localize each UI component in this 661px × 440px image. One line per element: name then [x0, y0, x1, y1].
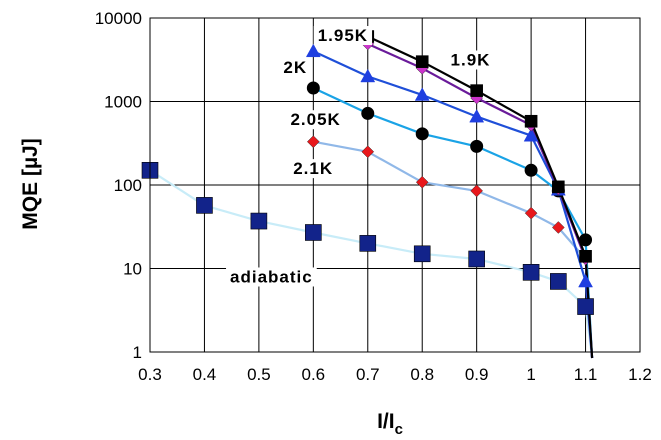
marker-2.05K-3: [470, 139, 484, 153]
grid-lines: [149, 17, 641, 353]
marker-adiabatic-3: [305, 224, 322, 241]
annotation-bg: [446, 50, 495, 70]
y-axis-label: MQE [µJ]: [19, 138, 42, 229]
annotation-2K: 2K: [279, 57, 312, 77]
x-tick-label-1: 0.4: [193, 365, 217, 384]
y-tick-label-3: 1000: [104, 93, 142, 112]
plot-area-frame: [149, 17, 641, 353]
x-tick-label-6: 0.9: [465, 365, 489, 384]
marker-1.9K-2: [470, 84, 483, 97]
marker-2.05K-4: [524, 163, 538, 177]
annotation-label: 2.1K: [293, 159, 333, 178]
annotation-label: 2.05K: [290, 110, 340, 129]
x-axis-label: I/Ic: [377, 410, 403, 438]
marker-1.9K-4: [552, 180, 565, 194]
marker-2K-4: [523, 128, 539, 142]
marker-2K-6: [578, 273, 593, 288]
x-tick-label-4: 0.7: [356, 365, 380, 384]
marker-adiabatic-7: [522, 264, 540, 281]
marker-adiabatic-6: [468, 250, 485, 268]
x-tick-label-0: 0.3: [138, 365, 162, 384]
y-tick-label-4: 10000: [95, 9, 142, 28]
marker-1.9K-5: [579, 249, 592, 263]
marker-2.1K-3: [470, 184, 484, 198]
annotation-adiabatic: adiabatic: [226, 267, 317, 287]
marker-2.05K-2: [415, 127, 429, 141]
marker-2.05K-1: [361, 106, 375, 120]
annotation-2.1K: 2.1K: [289, 159, 338, 179]
annotation-2.05K: 2.05K: [286, 110, 345, 130]
annotation-bg: [286, 110, 345, 130]
marker-1.9K-3: [524, 114, 538, 128]
marker-adiabatic-4: [359, 235, 377, 252]
marker-adiabatic-2: [250, 212, 268, 230]
marker-2K-2: [414, 87, 430, 101]
annotation-label: 1.9K: [451, 50, 491, 69]
y-tick-label-2: 100: [114, 176, 142, 195]
annotation-1.9K: 1.9K: [446, 50, 495, 70]
x-tick-label-9: 1.2: [628, 365, 652, 384]
marker-2.1K-5: [551, 221, 565, 234]
marker-2.1K-4: [524, 206, 538, 220]
marker-2.1K-0: [306, 135, 320, 149]
series-line-2.05K: [312, 87, 594, 359]
y-tick-label-1: 10: [123, 260, 142, 279]
marker-2.1K-2: [415, 175, 429, 189]
series-line-2K: [312, 50, 594, 359]
annotation-bg: [279, 57, 312, 77]
series-lines: [149, 35, 594, 359]
x-tick-label-5: 0.8: [410, 365, 434, 384]
marker-adiabatic-8: [550, 273, 567, 290]
marker-2K-3: [469, 109, 485, 123]
annotation-label: adiabatic: [230, 267, 313, 286]
marker-adiabatic-9: [577, 298, 594, 315]
plot-border: [149, 17, 641, 353]
x-tick-label-2: 0.5: [247, 365, 271, 384]
marker-2.05K-0: [306, 81, 320, 95]
marker-2.1K-1: [361, 145, 375, 159]
marker-2K-0: [305, 43, 321, 58]
annotation-label: 2K: [283, 58, 307, 77]
annotation-label: 1.95K: [318, 26, 368, 45]
y-tick-label-0: 1: [133, 343, 142, 362]
annotation-bg: [226, 267, 317, 287]
x-tick-label-8: 1.1: [574, 365, 598, 384]
x-tick-label-7: 1: [526, 365, 535, 384]
x-axis-label-main: I/I: [377, 410, 395, 433]
annotation-1.95K: 1.95K: [313, 26, 373, 46]
x-tick-label-3: 0.6: [302, 365, 326, 384]
x-tick-labels: 0.3 0.4 0.5 0.6 0.7 0.8 0.9 1 1.1 1.2: [138, 365, 652, 384]
series-annotations: 1.95K 1.9K 2K 2.05K 2.1K adiabatic: [226, 26, 495, 287]
marker-adiabatic-5: [413, 245, 431, 263]
x-axis-label-subscript: c: [395, 421, 403, 438]
marker-adiabatic-1: [196, 197, 213, 214]
annotation-bg: [313, 26, 373, 46]
y-tick-labels: 1 10 100 1000 10000: [95, 9, 142, 362]
marker-2K-1: [360, 68, 376, 83]
marker-1.9K-1: [415, 55, 429, 68]
marker-2.05K-6: [579, 233, 593, 247]
annotation-bg: [289, 159, 338, 179]
